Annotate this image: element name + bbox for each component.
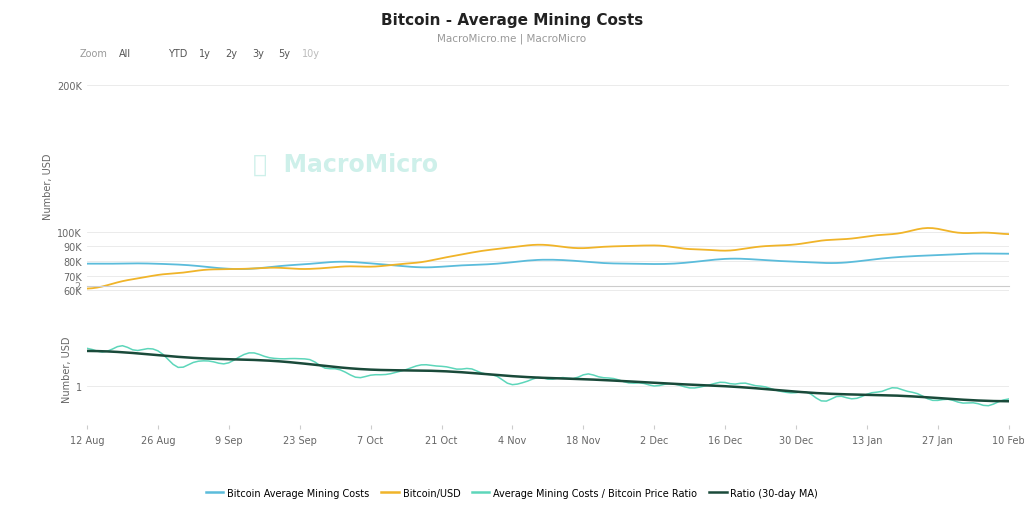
Legend: Bitcoin Average Mining Costs, Bitcoin/USD, Average Mining Costs / Bitcoin Price : Bitcoin Average Mining Costs, Bitcoin/US…: [202, 484, 822, 501]
Text: 3y: 3y: [252, 49, 264, 59]
Text: 5y: 5y: [279, 49, 291, 59]
Text: Zoom: Zoom: [80, 49, 108, 59]
Text: 2: 2: [75, 281, 81, 291]
Y-axis label: Number, USD: Number, USD: [43, 153, 53, 219]
Text: Ⓜ  MacroMicro: Ⓜ MacroMicro: [253, 153, 437, 177]
Text: 6m: 6m: [143, 49, 160, 59]
Text: YTD: YTD: [169, 49, 187, 59]
Text: All: All: [119, 49, 131, 59]
Y-axis label: Number, USD: Number, USD: [61, 336, 72, 402]
Text: 1y: 1y: [199, 49, 211, 59]
Text: MacroMicro.me | MacroMicro: MacroMicro.me | MacroMicro: [437, 33, 587, 44]
Text: 10y: 10y: [302, 49, 321, 59]
Text: 2y: 2y: [225, 49, 238, 59]
Text: Bitcoin - Average Mining Costs: Bitcoin - Average Mining Costs: [381, 13, 643, 27]
